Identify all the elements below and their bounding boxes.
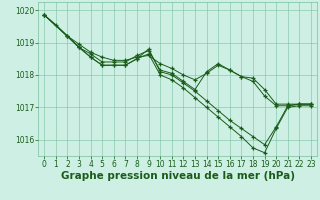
X-axis label: Graphe pression niveau de la mer (hPa): Graphe pression niveau de la mer (hPa)	[60, 171, 295, 181]
